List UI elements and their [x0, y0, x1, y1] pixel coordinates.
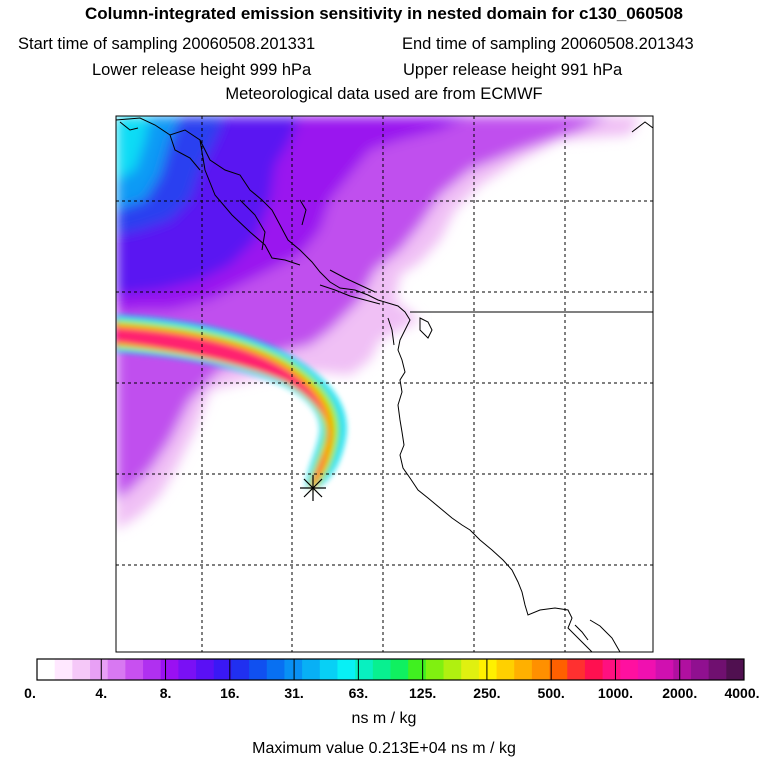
colorbar-cell	[690, 659, 710, 680]
colorbar-cell	[390, 659, 409, 680]
plume-band	[116, 315, 347, 488]
colorbar-cell	[726, 659, 745, 680]
colorbar-cell	[72, 659, 91, 680]
colorbar-cell	[231, 659, 250, 680]
colorbar-cell	[107, 659, 126, 680]
release-point-marker	[300, 475, 326, 501]
colorbar-cell	[266, 659, 285, 680]
colorbar-cell	[337, 659, 356, 680]
lat-lon-grid	[116, 116, 653, 652]
colorbar-cell	[425, 659, 445, 680]
colorbar-cell	[549, 659, 568, 680]
colorbar-cell	[443, 659, 462, 680]
colorbar-tick-label: 1000.	[597, 685, 633, 701]
colorbar-cell	[372, 659, 391, 680]
colorbar-cell	[160, 659, 179, 680]
map-frame	[115, 115, 654, 653]
colorbar-cell	[408, 659, 427, 680]
colorbar-cell	[54, 659, 73, 680]
colorbar-cell	[567, 659, 586, 680]
colorbar-cell	[319, 659, 338, 680]
colorbar-cell	[178, 659, 197, 680]
colorbar-tick-label: 16.	[220, 685, 240, 701]
colorbar-frame	[36, 658, 745, 681]
colorbar-cell	[37, 659, 56, 680]
colorbar-tick-label: 4000.	[724, 685, 760, 701]
upper-release-height-label: Upper release height 991 hPa	[403, 61, 623, 79]
colorbar-cell	[196, 659, 215, 680]
colorbar-cell	[602, 659, 621, 680]
colorbar-tick-label: 250.	[473, 685, 501, 701]
colorbar-cell	[620, 659, 639, 680]
colorbar-cell	[249, 659, 268, 680]
colorbar-tick-label: 0.	[24, 685, 36, 701]
colorbar-tick-label: 125.	[409, 685, 437, 701]
start-time-label: Start time of sampling 20060508.201331	[18, 35, 316, 53]
colorbar-tick-label: 63.	[348, 685, 369, 701]
colorbar-cell	[514, 659, 533, 680]
colorbar-cell	[655, 659, 674, 680]
colorbar-cell	[90, 659, 109, 680]
meteorological-data-label: Meteorological data used are from ECMWF	[225, 85, 543, 103]
colorbar-cells	[37, 659, 745, 680]
colorbar-cell	[302, 659, 321, 680]
colorbar-tick-label: 500.	[537, 685, 565, 701]
maximum-value-label: Maximum value 0.213E+04 ns m / kg	[252, 740, 516, 757]
colorbar-units: ns m / kg	[351, 710, 417, 727]
colorbar-cell	[213, 659, 232, 680]
colorbar-cell	[461, 659, 480, 680]
coastlines	[116, 117, 653, 652]
colorbar	[36, 658, 745, 681]
colorbar-cell	[673, 659, 692, 680]
colorbar-cell	[708, 659, 727, 680]
colorbar-cell	[478, 659, 498, 680]
colorbar-cell	[496, 659, 515, 680]
colorbar-tick-label: 8.	[159, 685, 172, 701]
colorbar-cell	[143, 659, 162, 680]
colorbar-tick-label: 4.	[95, 685, 108, 701]
plot-title: Column-integrated emission sensitivity i…	[84, 4, 684, 23]
colorbar-tick-label: 31.	[284, 685, 304, 701]
lower-release-height-label: Lower release height 999 hPa	[92, 61, 312, 79]
colorbar-cell	[125, 659, 144, 680]
colorbar-cell	[637, 659, 657, 680]
colorbar-cell	[531, 659, 551, 680]
colorbar-cell	[355, 659, 374, 680]
colorbar-cell	[584, 659, 604, 680]
colorbar-cell	[284, 659, 303, 680]
end-time-label: End time of sampling 20060508.201343	[402, 35, 694, 53]
colorbar-tick-label: 2000.	[662, 685, 698, 701]
